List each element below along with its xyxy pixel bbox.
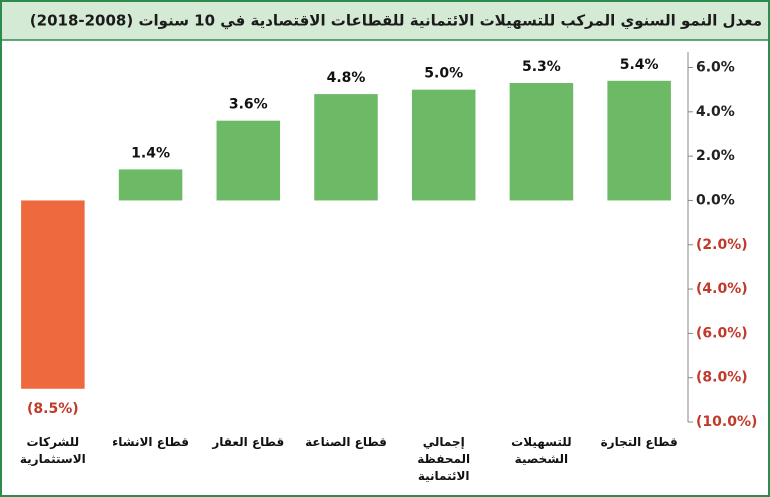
- y-tick-label: 2.0%: [696, 148, 735, 164]
- value-label: 3.6%: [229, 97, 268, 113]
- y-tick-label: (6.0%): [696, 325, 748, 341]
- y-tick-label: 4.0%: [696, 104, 735, 120]
- y-tick-label: 0.0%: [696, 192, 735, 208]
- bar: [118, 169, 183, 201]
- title-bar: [2, 2, 768, 40]
- bar: [411, 89, 476, 201]
- bar: [21, 200, 85, 389]
- bar: [314, 94, 378, 201]
- y-tick-label: (10.0%): [696, 414, 757, 430]
- value-label: 5.4%: [620, 57, 659, 73]
- x-tick-label: للتسهيلات الشخصية: [511, 435, 572, 466]
- bar: [216, 120, 281, 201]
- value-label: 5.3%: [522, 59, 561, 75]
- value-label: 1.4%: [131, 145, 170, 161]
- x-tick-label: قطاع الصناعة: [305, 435, 387, 449]
- bar: [509, 83, 574, 201]
- x-tick-label: للشركات الاستثمارية: [19, 435, 86, 466]
- x-tick-label: قطاع الانشاء: [112, 435, 189, 449]
- y-tick-label: (4.0%): [696, 281, 748, 297]
- value-label: 4.8%: [327, 70, 366, 86]
- value-label: 5.0%: [424, 66, 463, 82]
- x-tick-label: قطاع العقار: [212, 435, 285, 449]
- y-tick-label: 6.0%: [696, 60, 735, 76]
- y-tick-label: (2.0%): [696, 237, 748, 253]
- value-label: (8.5%): [27, 401, 79, 417]
- chart-title: معدل النمو السنوي المركب للتسهيلات الائت…: [30, 12, 762, 31]
- x-tick-label: قطاع التجارة: [600, 435, 678, 449]
- y-tick-label: (8.0%): [696, 370, 748, 386]
- bar: [607, 80, 671, 201]
- x-tick-label: إجمالي المحفظة الائتمانية: [417, 435, 471, 483]
